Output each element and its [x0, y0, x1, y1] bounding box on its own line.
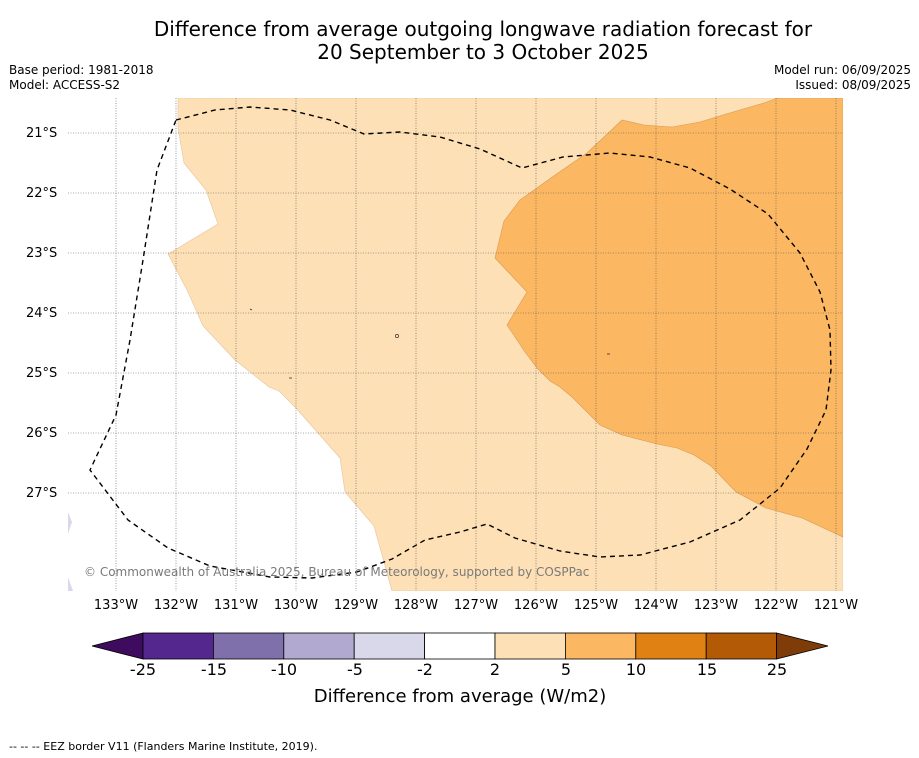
meta-left: Base period: 1981-2018 Model: ACCESS-S2: [9, 63, 154, 93]
lat-tick-label: 25°S: [26, 366, 58, 381]
lon-tick-label: 133°W: [93, 598, 139, 613]
colorbar-title: Difference from average (W/m2): [313, 686, 607, 707]
colorbar-tick-label: -2: [417, 660, 433, 679]
graticule: [68, 98, 843, 591]
lon-tick-label: 127°W: [453, 598, 499, 613]
map-title: Difference from average outgoing longwav…: [0, 18, 919, 64]
colorbar-tick-label: -10: [270, 660, 298, 679]
land-fragment-lower: [68, 577, 73, 591]
model-run-text: Model run: 06/09/2025: [773, 63, 911, 77]
colorbar-tick-label: 25: [766, 660, 788, 679]
lon-tick-label: 131°W: [213, 598, 259, 613]
eez-border: [89, 106, 832, 579]
lat-tick-label: 24°S: [26, 306, 58, 321]
base-period-text: Base period: 1981-2018: [9, 63, 154, 77]
contour-speck: [395, 334, 399, 338]
lon-tick-label: 130°W: [273, 598, 319, 613]
lon-tick-label: 125°W: [573, 598, 619, 613]
land-fragment-upper: [68, 512, 72, 534]
colorbar-tick-label: -25: [129, 660, 157, 679]
lat-tick-label: 26°S: [26, 426, 58, 441]
colorbar-tick-label: -15: [200, 660, 228, 679]
lat-tick-label: 23°S: [26, 246, 58, 261]
lon-tick-label: 129°W: [333, 598, 379, 613]
issued-text: Issued: 08/09/2025: [795, 78, 911, 92]
colorbar-tick-label: 10: [625, 660, 647, 679]
title-line-1: Difference from average outgoing longwav…: [153, 17, 813, 41]
copyright-text: © Commonwealth of Australia 2025, Bureau…: [84, 565, 590, 579]
lon-tick-label: 124°W: [633, 598, 679, 613]
model-text: Model: ACCESS-S2: [9, 78, 121, 92]
lon-tick-label: 121°W: [813, 598, 859, 613]
lat-tick-label: 22°S: [26, 186, 58, 201]
contour-speck: [249, 308, 253, 311]
anomaly-region-5-to-10: [494, 98, 843, 538]
colorbar-tick-label: 5: [560, 660, 572, 679]
lon-tick-label: 128°W: [393, 598, 439, 613]
lat-tick-label: 21°S: [26, 126, 58, 141]
colorbar-tick-label: 15: [696, 660, 718, 679]
lon-tick-label: 132°W: [153, 598, 199, 613]
lat-tick-label: 27°S: [26, 486, 58, 501]
meta-right: Model run: 06/09/2025 Issued: 08/09/2025: [774, 63, 911, 93]
lon-tick-label: 126°W: [513, 598, 559, 613]
lon-tick-label: 122°W: [753, 598, 799, 613]
colorbar-tick-label: 2: [489, 660, 501, 679]
title-line-2: 20 September to 3 October 2025: [317, 40, 649, 64]
colorbar-tick-label: -5: [347, 660, 363, 679]
lon-tick-label: 123°W: [693, 598, 739, 613]
eez-legend-text: -- -- -- EEZ border V11 (Flanders Marine…: [9, 740, 318, 753]
